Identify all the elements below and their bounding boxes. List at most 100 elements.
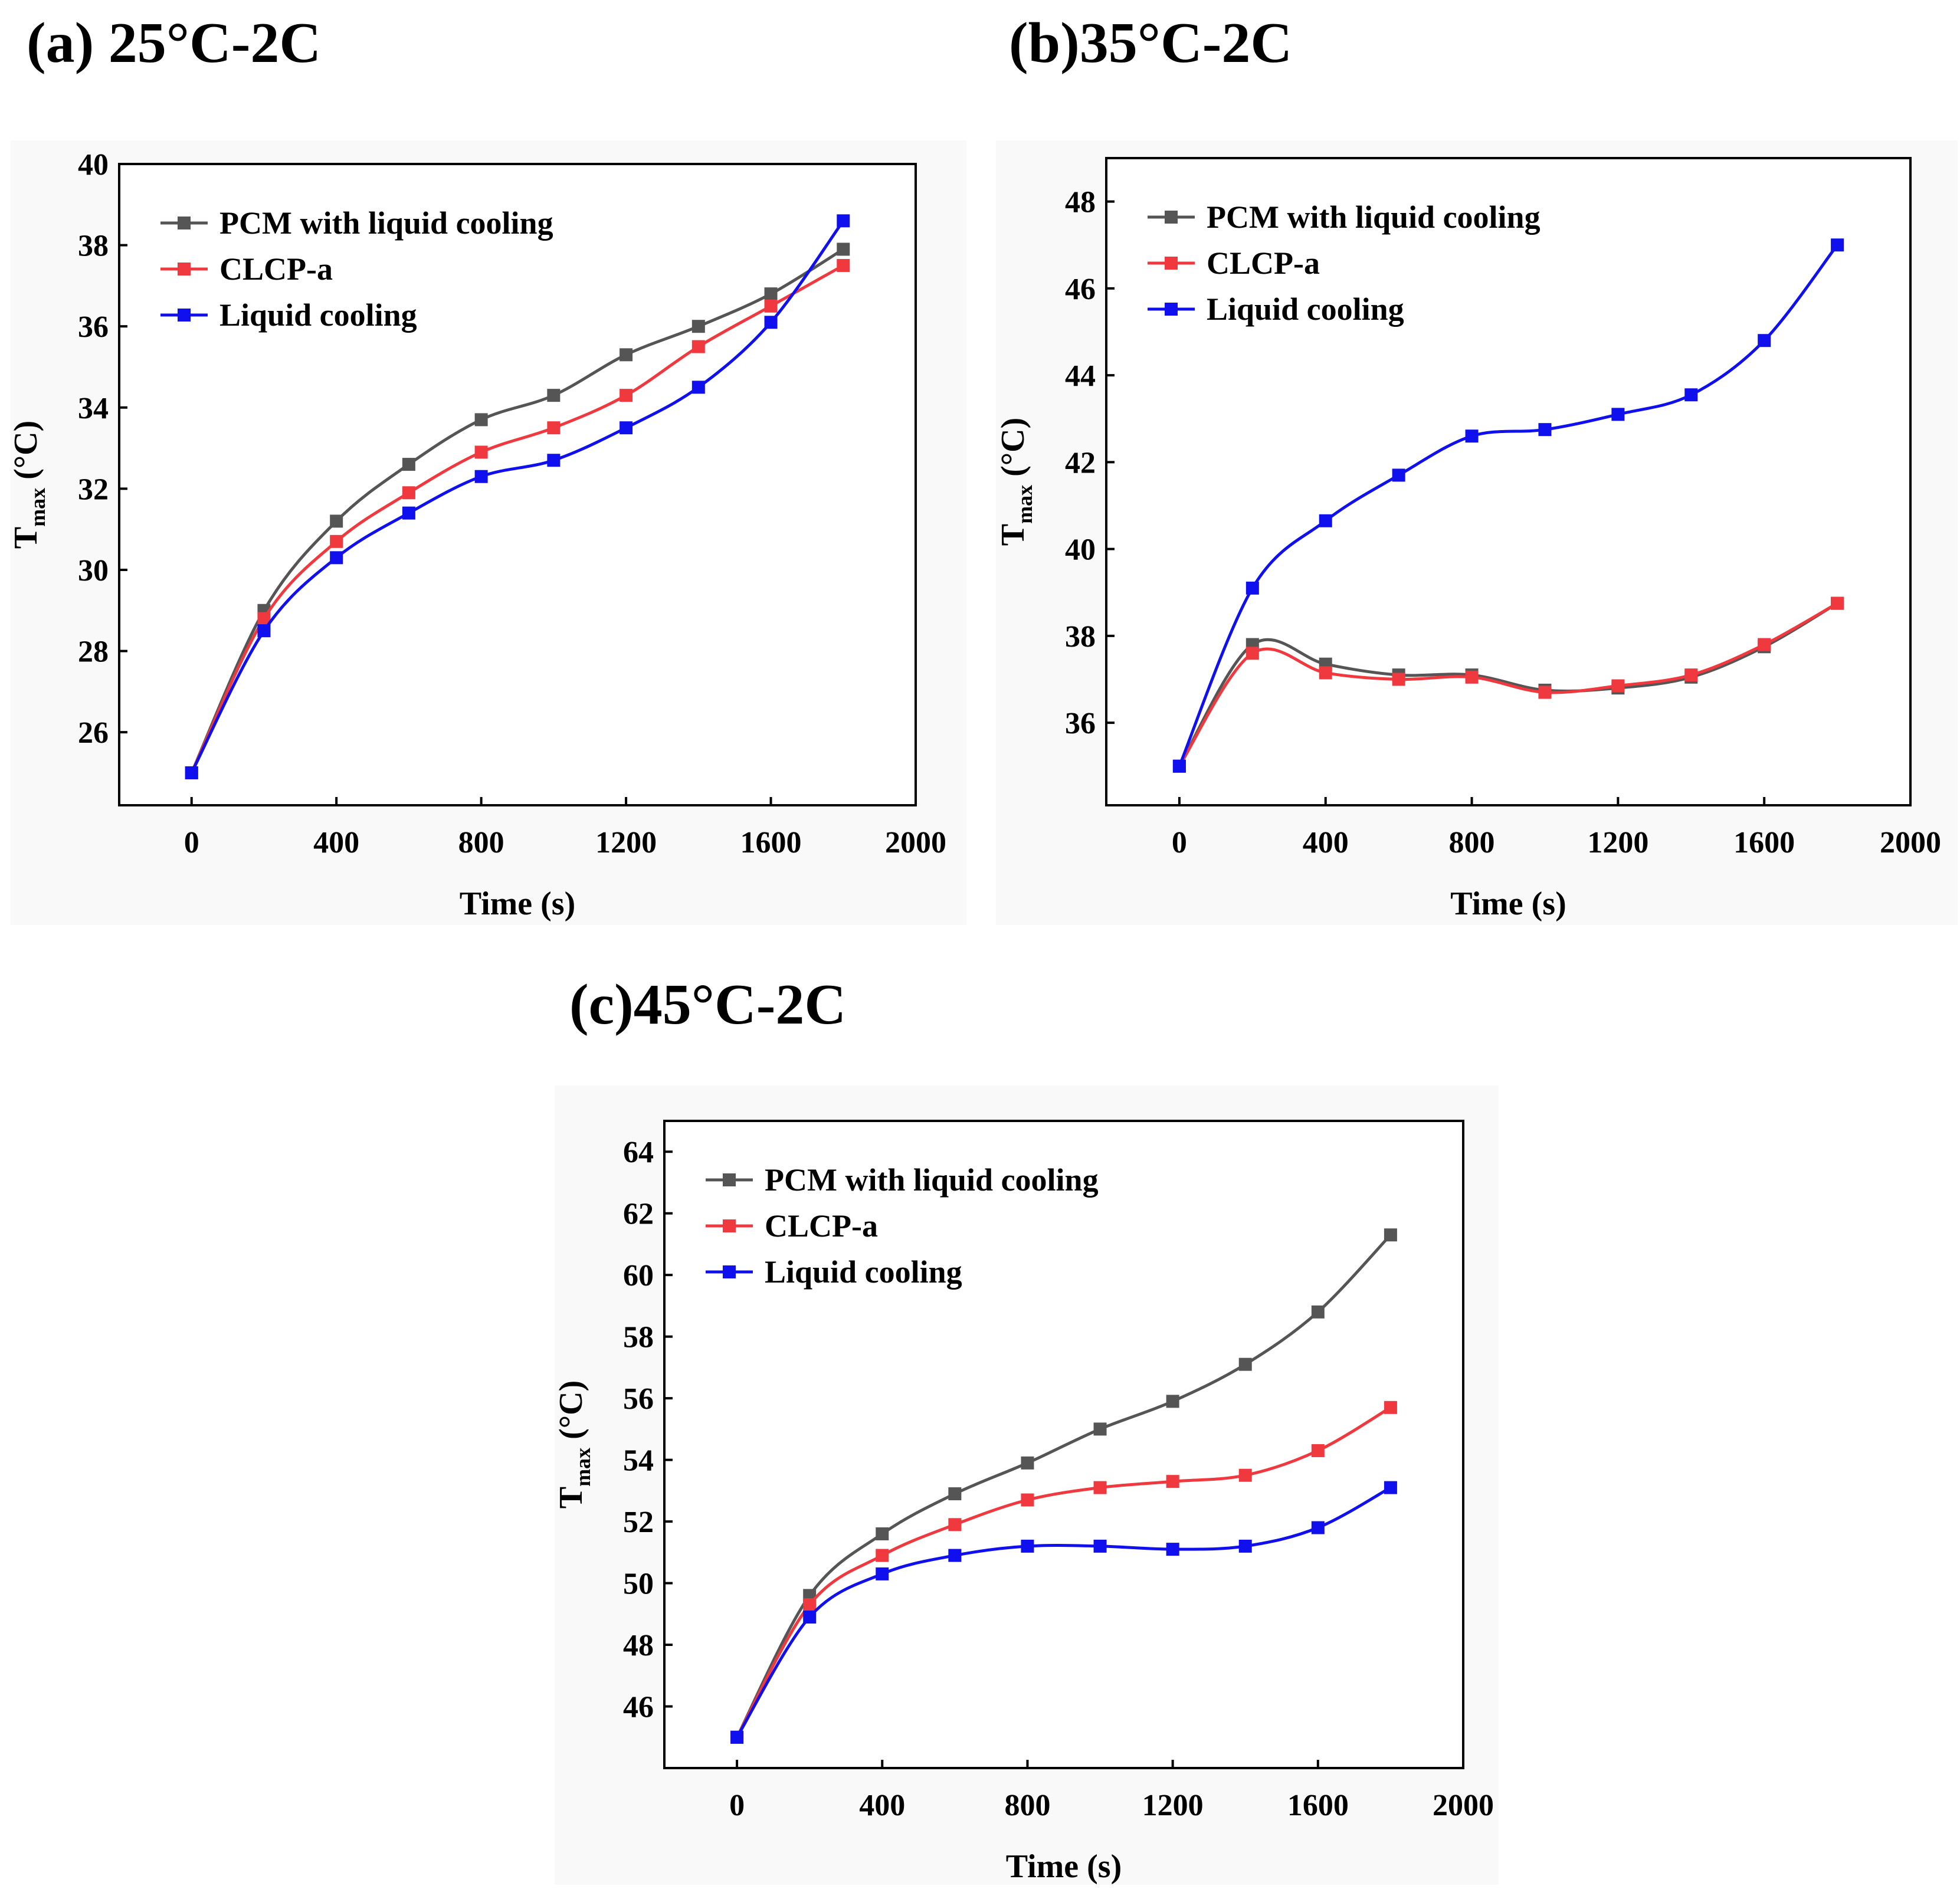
data-point	[764, 316, 778, 329]
data-point	[1311, 1444, 1325, 1457]
y-tick-label: 38	[78, 229, 109, 263]
y-axis-label-sub: max	[571, 1448, 595, 1487]
data-point	[948, 1487, 962, 1501]
y-tick-label: 42	[1065, 446, 1096, 480]
legend-label: CLCP-a	[219, 251, 333, 287]
data-point	[620, 421, 633, 435]
legend-label: PCM with liquid cooling	[1207, 199, 1541, 235]
x-tick-label: 800	[1449, 826, 1495, 860]
data-point	[1238, 1468, 1252, 1482]
data-point	[402, 486, 415, 500]
data-point	[1611, 408, 1625, 421]
data-point	[837, 242, 850, 256]
y-tick-label: 30	[78, 554, 109, 588]
data-point	[1758, 334, 1771, 347]
x-tick-label: 0	[184, 826, 199, 860]
data-point	[1166, 1543, 1179, 1556]
data-point	[330, 534, 343, 548]
y-tick-label: 28	[78, 635, 109, 669]
data-point	[1021, 1456, 1034, 1470]
panel-a-title: (a) 25°C-2C	[27, 11, 321, 75]
series-line-2	[190, 219, 845, 774]
data-point	[691, 340, 705, 353]
data-point	[803, 1611, 817, 1624]
y-axis-label-main: T	[8, 527, 44, 549]
legend-marker	[723, 1265, 736, 1278]
data-point	[1172, 759, 1186, 773]
x-axis-label: Time (s)	[1450, 886, 1566, 922]
y-tick-label: 40	[1065, 533, 1096, 567]
y-axis-label: Tmax (°C)	[553, 1380, 595, 1509]
y-tick-label: 44	[1065, 359, 1096, 393]
legend-marker	[1165, 257, 1178, 270]
y-tick-label: 50	[623, 1567, 654, 1601]
y-tick-label: 56	[623, 1382, 654, 1416]
data-point	[1093, 1481, 1107, 1494]
data-point	[764, 287, 778, 301]
y-axis-label-unit: (°C)	[553, 1380, 589, 1448]
x-axis-label: Time (s)	[1006, 1848, 1122, 1885]
data-point	[948, 1549, 962, 1562]
data-point	[1021, 1493, 1034, 1507]
legend-label: CLCP-a	[765, 1208, 878, 1244]
y-tick-label: 36	[78, 310, 109, 344]
series-line-2	[1178, 244, 1839, 767]
data-point	[1238, 1539, 1252, 1553]
series-line-1	[190, 264, 844, 774]
y-tick-label: 58	[623, 1321, 654, 1355]
y-axis-label: Tmax (°C)	[8, 421, 50, 549]
x-tick-label: 1600	[1733, 826, 1795, 860]
panel-b-chart: 0 400 800 1200 1600 2000 36 38 40 42 44 46 48 Time (s…	[995, 157, 1941, 922]
y-axis-label: Tmax (°C)	[995, 418, 1037, 546]
data-point	[691, 320, 705, 333]
y-tick-label: 60	[623, 1259, 654, 1293]
data-point	[876, 1549, 889, 1562]
data-point	[1166, 1395, 1179, 1408]
y-tick-label: 52	[623, 1506, 654, 1539]
y-tick-label: 26	[78, 716, 109, 750]
legend-marker	[178, 309, 191, 322]
data-point	[1311, 1521, 1325, 1534]
data-point	[257, 624, 271, 638]
data-point	[257, 612, 271, 625]
data-point	[1311, 1305, 1325, 1319]
data-point	[1021, 1539, 1034, 1553]
data-point	[948, 1518, 962, 1531]
data-point	[185, 766, 198, 779]
data-point	[1538, 423, 1552, 437]
x-tick-label: 800	[1004, 1789, 1050, 1822]
series-line-1	[1178, 602, 1838, 768]
y-tick-label: 54	[623, 1444, 654, 1478]
y-tick-label: 64	[623, 1136, 654, 1169]
legend-marker	[723, 1173, 736, 1186]
x-tick-label: 400	[859, 1789, 905, 1822]
data-point	[620, 348, 633, 362]
data-point	[837, 258, 850, 272]
data-point	[1392, 468, 1405, 482]
legend-marker	[1165, 211, 1178, 224]
data-point	[402, 506, 415, 520]
y-tick-label: 46	[623, 1691, 654, 1724]
x-tick-label: 2000	[1880, 826, 1941, 860]
x-tick-label: 1200	[1142, 1789, 1204, 1822]
data-point	[876, 1527, 889, 1540]
legend-marker	[1165, 303, 1178, 316]
data-point	[1831, 596, 1844, 610]
y-tick-label: 62	[623, 1198, 654, 1231]
data-point	[547, 389, 561, 402]
data-point	[1093, 1539, 1107, 1553]
data-point	[764, 299, 778, 313]
data-point	[837, 214, 850, 228]
plot-frame	[1105, 157, 1912, 806]
y-tick-label: 32	[78, 473, 109, 506]
data-point	[1384, 1401, 1397, 1414]
data-point	[330, 551, 343, 565]
y-axis-label-sub: max	[26, 488, 50, 527]
data-point	[1384, 1481, 1397, 1494]
y-axis-label-unit: (°C)	[995, 418, 1031, 485]
y-axis-label-main: T	[553, 1487, 589, 1508]
series-line-1	[735, 1406, 1392, 1738]
y-tick-label: 36	[1065, 707, 1096, 740]
series-line-0	[1178, 602, 1838, 767]
data-point	[1465, 429, 1479, 443]
